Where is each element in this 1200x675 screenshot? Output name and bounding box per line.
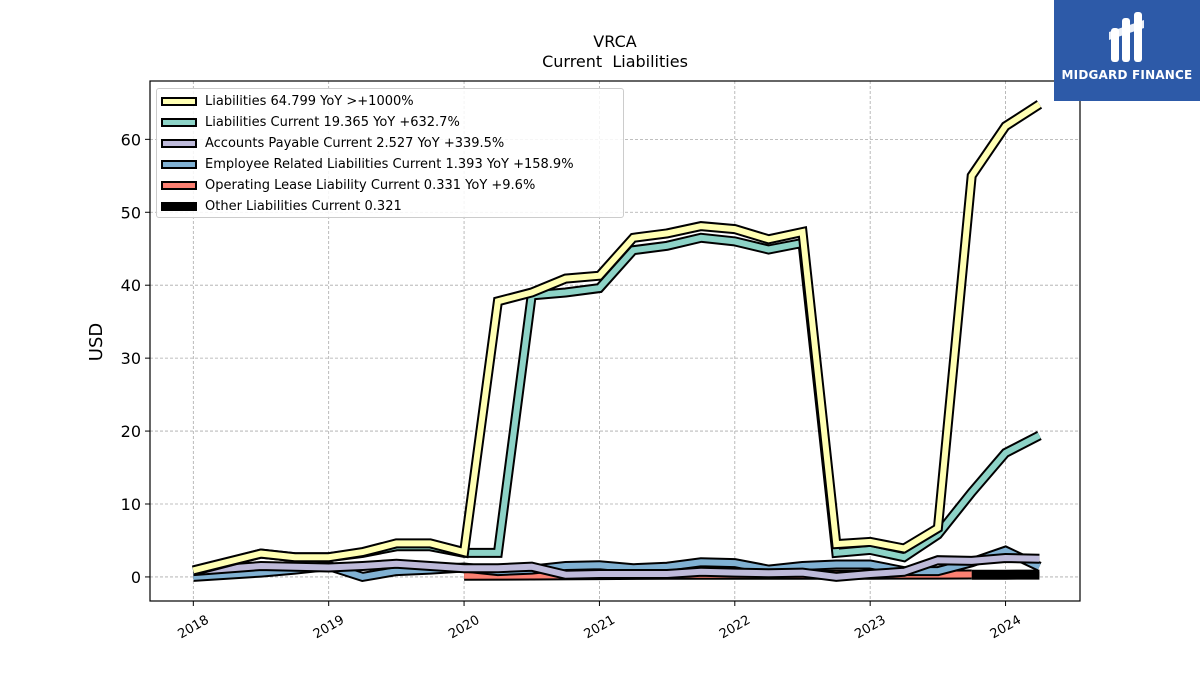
brand-logo: MIDGARD FINANCE	[1054, 0, 1200, 101]
legend-swatch	[161, 138, 197, 148]
legend-label: Liabilities Current 19.365 YoY +632.7%	[205, 114, 460, 130]
chart-title: VRCA	[593, 32, 636, 51]
midgard-logo-icon	[1109, 12, 1144, 62]
legend-item: Liabilities 64.799 YoY >+1000%	[161, 91, 414, 111]
y-tick-label: 0	[131, 568, 141, 587]
legend-item: Employee Related Liabilities Current 1.3…	[161, 154, 574, 174]
x-tick-label: 2019	[311, 613, 347, 643]
legend-swatch	[161, 96, 197, 106]
x-tick-label: 2022	[717, 613, 753, 643]
series-outline-liabilities-current	[192, 232, 1042, 576]
legend-label: Liabilities 64.799 YoY >+1000%	[205, 93, 414, 109]
y-tick-label: 30	[121, 349, 141, 368]
legend-label: Operating Lease Liability Current 0.331 …	[205, 177, 536, 193]
legend-swatch	[161, 180, 197, 190]
series-line-liabilities-current	[192, 234, 1041, 575]
plot-frame	[149, 80, 1081, 602]
x-tick-label: 2021	[582, 613, 618, 643]
legend-swatch	[161, 159, 197, 169]
legend: Liabilities 64.799 YoY >+1000% Liabilitie…	[156, 88, 624, 218]
y-tick-label: 60	[121, 130, 141, 149]
x-tick-label: 2023	[852, 613, 888, 643]
y-tick-label: 50	[121, 203, 141, 222]
legend-item: Other Liabilities Current 0.321	[161, 196, 402, 216]
series-line-accounts-payable-current	[193, 554, 1040, 580]
y-tick-label: 10	[121, 495, 141, 514]
legend-item: Accounts Payable Current 2.527 YoY +339.…	[161, 133, 504, 153]
series-line-liabilities	[192, 101, 1042, 574]
brand-logo-text: MIDGARD FINANCE	[1061, 68, 1193, 82]
chart-subtitle: Current Liabilities	[542, 52, 688, 71]
legend-label: Other Liabilities Current 0.321	[205, 198, 402, 214]
x-tick-label: 2024	[988, 613, 1024, 643]
x-tick-label: 2020	[446, 613, 482, 643]
x-tick-label: 2018	[175, 613, 211, 643]
y-tick-label: 20	[121, 422, 141, 441]
legend-label: Employee Related Liabilities Current 1.3…	[205, 156, 574, 172]
legend-label: Accounts Payable Current 2.527 YoY +339.…	[205, 135, 505, 151]
y-tick-label: 40	[121, 276, 141, 295]
legend-item: Operating Lease Liability Current 0.331 …	[161, 175, 535, 195]
legend-swatch	[161, 117, 197, 127]
legend-swatch	[161, 201, 197, 211]
legend-item: Liabilities Current 19.365 YoY +632.7%	[161, 112, 460, 132]
y-axis-label: USD	[86, 323, 107, 361]
